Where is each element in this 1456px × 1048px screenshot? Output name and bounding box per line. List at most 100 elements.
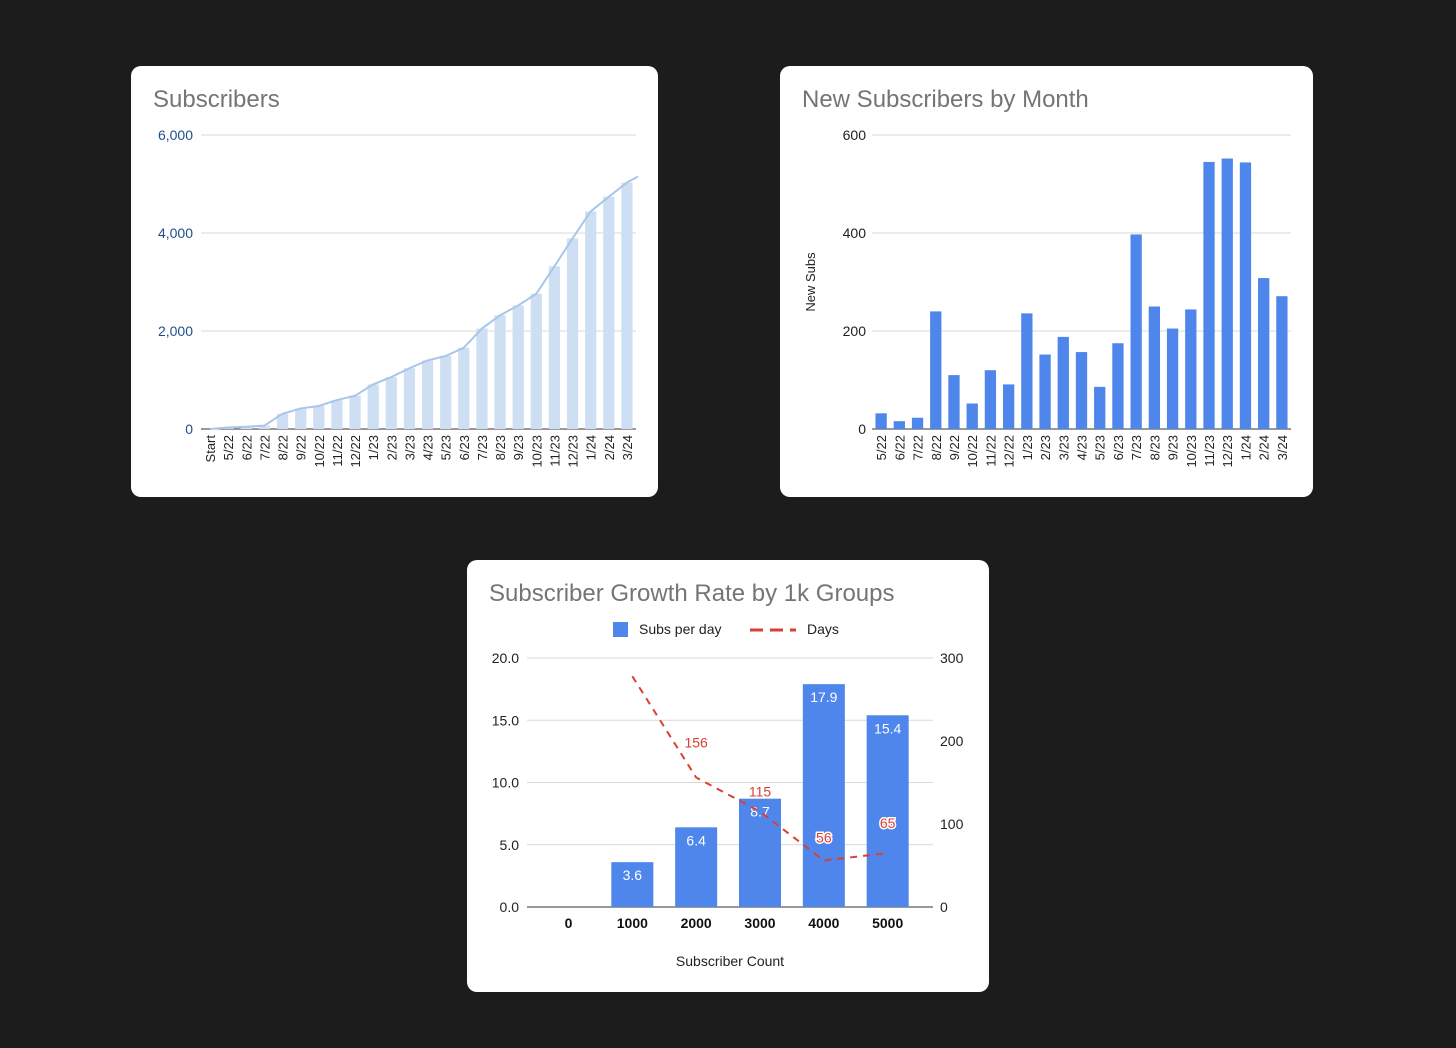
x-tick-label: 1/23 [366,435,381,460]
x-tick-label: 5/23 [439,435,454,460]
bar [1039,354,1051,429]
x-tick-label: 12/23 [1220,435,1235,468]
bar [948,375,960,429]
bar-data-label: 3.6 [623,867,643,883]
y-left-tick-label: 0.0 [500,899,520,915]
bar [739,798,782,907]
y-tick-label: 2,000 [158,323,193,339]
chart-title: Subscriber Growth Rate by 1k Groups [489,580,895,607]
x-tick-label: 3/24 [1275,435,1290,460]
bar [1112,343,1124,429]
bar [1221,158,1233,429]
legend-label: Days [807,621,839,637]
bar [893,421,905,429]
x-tick-label: 3/23 [1056,435,1071,460]
bar [494,315,506,429]
x-tick-label: 10/22 [312,435,327,468]
x-tick-label: 2/23 [1038,435,1053,460]
y-tick-label: 6,000 [158,127,193,143]
bar-data-label: 6.4 [686,832,706,848]
x-tick-label: 8/22 [276,435,291,460]
x-tick-label: 6/22 [892,435,907,460]
bar [295,408,307,429]
x-tick-label: 4/23 [421,435,436,460]
bar [548,266,561,429]
y-tick-label: 0 [185,421,193,437]
x-tick-label: 5000 [872,915,903,931]
bar [530,293,542,429]
y-tick-label: 200 [843,323,867,339]
y-right-tick-label: 100 [940,816,964,832]
x-tick-label: 10/23 [529,435,544,468]
x-tick-label: 1/24 [584,435,599,460]
y-tick-label: 0 [858,421,866,437]
bar [1239,162,1252,429]
bar [313,405,325,429]
x-tick-label: 8/23 [493,435,508,460]
y-axis-label: New Subs [803,252,818,312]
bar [930,311,942,429]
x-tick-label: 2000 [681,915,712,931]
x-tick-label: 3/23 [402,435,417,460]
line-data-label: 65 [880,815,896,831]
bar [585,211,597,429]
bar [240,426,252,429]
line-data-label: 156 [684,735,708,751]
bar-data-label: 17.9 [810,689,837,705]
bar [866,715,909,907]
bar [349,395,361,429]
x-tick-label: 5/22 [221,435,236,460]
bar [331,400,343,429]
bar [911,417,924,429]
x-tick-label: 7/23 [475,435,490,460]
x-tick-label: Start [203,435,218,463]
x-tick-label: 11/22 [983,435,998,467]
subscribers-chart-card: Subscribers 0 2,000 4,000 6,000 Start 5/22 6/2… [131,66,658,497]
x-tick-label: 1000 [617,915,648,931]
bar [621,182,633,429]
bar [1148,306,1161,429]
y-left-tick-label: 10.0 [492,775,519,791]
x-tick-label: 2/24 [602,435,617,460]
x-tick-label: 6/22 [239,435,254,460]
y-right-tick-label: 300 [940,650,964,666]
bar [512,305,524,429]
legend-label: Subs per day [639,621,722,637]
bar [1130,234,1142,429]
bar [421,360,434,429]
y-right-tick-label: 200 [940,733,964,749]
line-data-label: 56 [816,830,832,846]
x-tick-label: 4/23 [1075,435,1090,460]
x-tick-label: 1/24 [1238,435,1253,460]
x-tick-label: 7/22 [911,435,926,460]
x-tick-label: 0 [565,915,573,931]
growth-rate-chart-card: Subscriber Growth Rate by 1k Groups 0.0 5… [467,560,989,992]
bar [1203,161,1215,429]
bar [875,413,887,429]
x-tick-label: 1/23 [1020,435,1035,460]
growth-rate-chart: 0.0 5.0 10.0 15.0 20.0 0 100 200 300 Subs per day… [492,621,964,969]
bar [458,347,470,429]
bar [258,425,271,429]
x-tick-label: 10/23 [1184,435,1199,468]
bar-data-label: 15.4 [874,720,901,736]
y-tick-label: 600 [843,127,867,143]
x-tick-label: 6/23 [457,435,472,460]
y-tick-label: 400 [843,225,867,241]
bar [675,827,718,907]
line-data-label: 115 [749,784,772,800]
bar [984,370,997,429]
x-tick-label: 9/23 [1166,435,1181,460]
days-line [631,675,888,862]
x-tick-label: 2/23 [384,435,399,460]
x-tick-label: 12/23 [566,435,581,468]
y-right-tick-label: 0 [940,899,948,915]
bar [403,368,416,429]
bar [1094,386,1106,429]
bar [1057,336,1069,429]
x-tick-label: 8/22 [929,435,944,460]
x-tick-label: 4000 [808,915,839,931]
bar [385,377,397,429]
chart-title: Subscribers [153,86,280,113]
bar [1075,352,1088,429]
